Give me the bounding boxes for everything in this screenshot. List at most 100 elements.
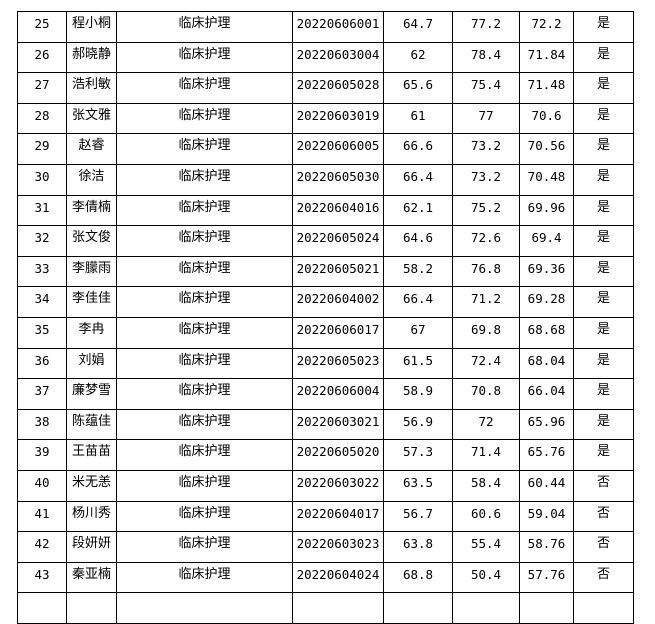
qualified-flag-cell: 是 [573, 41, 634, 74]
table-row-partial [17, 592, 634, 624]
row-number-cell: 41 [17, 500, 67, 533]
exam-id-cell: 20220606017 [292, 316, 384, 349]
table-row: 37 廉梦雪 临床护理 20220606004 58.9 70.8 66.04 是 [17, 378, 634, 410]
qualified-flag-cell: 是 [573, 225, 634, 257]
candidate-name-cell: 赵睿 [66, 133, 117, 165]
score-1-cell: 67 [383, 316, 453, 349]
score-1-cell: 56.7 [383, 500, 453, 533]
empty-cell [292, 592, 384, 624]
score-2-cell: 77 [452, 102, 520, 135]
candidate-name-cell: 杨川秀 [66, 500, 117, 533]
major-cell: 临床护理 [116, 11, 293, 43]
qualified-flag-cell: 是 [573, 378, 634, 410]
qualified-flag-cell: 是 [573, 11, 634, 43]
total-score-cell: 71.48 [519, 72, 574, 104]
row-number-cell: 28 [17, 102, 67, 135]
exam-id-cell: 20220603022 [292, 469, 384, 502]
score-1-cell: 66.6 [383, 133, 453, 165]
qualified-flag-cell: 是 [573, 102, 634, 135]
row-number-cell: 30 [17, 163, 67, 196]
major-cell: 临床护理 [116, 316, 293, 349]
candidate-name-cell: 程小桐 [66, 11, 117, 43]
score-2-cell: 55.4 [452, 531, 520, 563]
row-number-cell: 25 [17, 11, 67, 43]
score-2-cell: 69.8 [452, 316, 520, 349]
row-number-cell: 36 [17, 347, 67, 380]
total-score-cell: 71.84 [519, 41, 574, 74]
exam-id-cell: 20220604017 [292, 500, 384, 533]
candidate-name-cell: 李冉 [66, 316, 117, 349]
score-1-cell: 66.4 [383, 286, 453, 318]
major-cell: 临床护理 [116, 347, 293, 380]
total-score-cell: 65.76 [519, 439, 574, 471]
major-cell: 临床护理 [116, 469, 293, 502]
major-cell: 临床护理 [116, 194, 293, 227]
exam-id-cell: 20220605020 [292, 439, 384, 471]
total-score-cell: 68.68 [519, 316, 574, 349]
major-cell: 临床护理 [116, 561, 293, 594]
qualified-flag-cell: 是 [573, 72, 634, 104]
candidate-name-cell: 徐洁 [66, 163, 117, 196]
qualified-flag-cell: 是 [573, 347, 634, 380]
score-1-cell: 62 [383, 41, 453, 74]
exam-id-cell: 20220604016 [292, 194, 384, 227]
results-table: 25 程小桐 临床护理 20220606001 64.7 77.2 72.2 是 26 郝晓静 临床… [17, 11, 634, 624]
candidate-name-cell: 廉梦雪 [66, 378, 117, 410]
table-row: 41 杨川秀 临床护理 20220604017 56.7 60.6 59.04 否 [17, 500, 634, 533]
major-cell: 临床护理 [116, 255, 293, 288]
qualified-flag-cell: 是 [573, 286, 634, 318]
empty-cell [17, 592, 67, 624]
total-score-cell: 70.48 [519, 163, 574, 196]
table-row: 42 段妍妍 临床护理 20220603023 63.8 55.4 58.76 否 [17, 531, 634, 563]
score-1-cell: 64.7 [383, 11, 453, 43]
score-2-cell: 71.4 [452, 439, 520, 471]
table-row: 34 李佳佳 临床护理 20220604002 66.4 71.2 69.28 是 [17, 286, 634, 318]
score-1-cell: 63.5 [383, 469, 453, 502]
table-row: 35 李冉 临床护理 20220606017 67 69.8 68.68 是 [17, 316, 634, 349]
score-1-cell: 58.2 [383, 255, 453, 288]
qualified-flag-cell: 否 [573, 469, 634, 502]
table-row: 25 程小桐 临床护理 20220606001 64.7 77.2 72.2 是 [17, 11, 634, 43]
score-2-cell: 78.4 [452, 41, 520, 74]
candidate-name-cell: 刘娟 [66, 347, 117, 380]
candidate-name-cell: 李朦雨 [66, 255, 117, 288]
exam-id-cell: 20220603021 [292, 408, 384, 441]
score-2-cell: 76.8 [452, 255, 520, 288]
score-2-cell: 75.4 [452, 72, 520, 104]
table-row: 32 张文俊 临床护理 20220605024 64.6 72.6 69.4 是 [17, 225, 634, 257]
score-1-cell: 61.5 [383, 347, 453, 380]
score-2-cell: 60.6 [452, 500, 520, 533]
major-cell: 临床护理 [116, 163, 293, 196]
total-score-cell: 58.76 [519, 531, 574, 563]
qualified-flag-cell: 否 [573, 561, 634, 594]
row-number-cell: 38 [17, 408, 67, 441]
total-score-cell: 66.04 [519, 378, 574, 410]
qualified-flag-cell: 是 [573, 316, 634, 349]
table-row: 29 赵睿 临床护理 20220606005 66.6 73.2 70.56 是 [17, 133, 634, 165]
score-1-cell: 57.3 [383, 439, 453, 471]
empty-cell [383, 592, 453, 624]
candidate-name-cell: 浩利敏 [66, 72, 117, 104]
major-cell: 临床护理 [116, 41, 293, 74]
score-2-cell: 72.6 [452, 225, 520, 257]
exam-id-cell: 20220606005 [292, 133, 384, 165]
total-score-cell: 59.04 [519, 500, 574, 533]
table-row: 39 王苗苗 临床护理 20220605020 57.3 71.4 65.76 是 [17, 439, 634, 471]
exam-id-cell: 20220605028 [292, 72, 384, 104]
major-cell: 临床护理 [116, 378, 293, 410]
score-2-cell: 58.4 [452, 469, 520, 502]
qualified-flag-cell: 否 [573, 500, 634, 533]
exam-id-cell: 20220603023 [292, 531, 384, 563]
score-1-cell: 56.9 [383, 408, 453, 441]
major-cell: 临床护理 [116, 500, 293, 533]
major-cell: 临床护理 [116, 531, 293, 563]
table-row: 30 徐洁 临床护理 20220605030 66.4 73.2 70.48 是 [17, 163, 634, 196]
row-number-cell: 40 [17, 469, 67, 502]
major-cell: 临床护理 [116, 408, 293, 441]
exam-id-cell: 20220603019 [292, 102, 384, 135]
qualified-flag-cell: 是 [573, 194, 634, 227]
empty-cell [452, 592, 520, 624]
row-number-cell: 35 [17, 316, 67, 349]
exam-id-cell: 20220604024 [292, 561, 384, 594]
candidate-name-cell: 段妍妍 [66, 531, 117, 563]
